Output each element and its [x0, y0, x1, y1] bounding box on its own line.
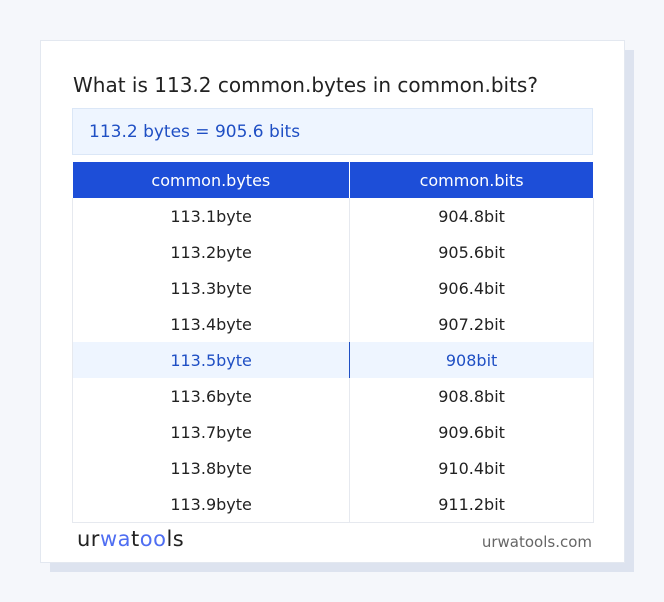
bytes-cell: 113.5byte	[71, 342, 351, 378]
bits-cell: 910.4bit	[349, 450, 594, 486]
bits-cell: 911.2bit	[349, 486, 594, 523]
table-row: 113.6byte 908.8bit	[71, 378, 594, 414]
table-row: 113.2byte 905.6bit	[71, 234, 594, 270]
table-row: 113.3byte 906.4bit	[71, 270, 594, 306]
column-header-bits: common.bits	[349, 162, 594, 198]
bytes-cell: 113.4byte	[71, 306, 351, 342]
table-row: 113.9byte 911.2bit	[71, 486, 594, 523]
table-row: 113.1byte 904.8bit	[71, 198, 594, 234]
converter-card: What is 113.2 common.bytes in common.bit…	[40, 40, 625, 563]
page-title: What is 113.2 common.bytes in common.bit…	[73, 73, 538, 97]
column-header-bytes: common.bytes	[72, 162, 351, 198]
table-row: 113.4byte 907.2bit	[71, 306, 594, 342]
site-domain[interactable]: urwatools.com	[481, 533, 592, 551]
bits-cell: 906.4bit	[349, 270, 594, 306]
urwatools-logo[interactable]: urwatools	[77, 527, 185, 551]
conversion-table: common.bytes common.bits 113.1byte 904.8b…	[71, 162, 594, 523]
bits-cell: 908bit	[349, 342, 594, 378]
bits-cell: 905.6bit	[349, 234, 594, 270]
bits-cell: 908.8bit	[349, 378, 594, 414]
table-row: 113.8byte 910.4bit	[71, 450, 594, 486]
table-row: 113.5byte 908bit	[71, 342, 594, 378]
result-box: 113.2 bytes = 905.6 bits	[72, 108, 593, 155]
bits-cell: 909.6bit	[349, 414, 594, 450]
bits-cell: 904.8bit	[349, 198, 594, 234]
bytes-cell: 113.1byte	[71, 198, 351, 234]
bits-cell: 907.2bit	[349, 306, 594, 342]
bytes-cell: 113.7byte	[71, 414, 351, 450]
bytes-cell: 113.8byte	[71, 450, 351, 486]
bytes-cell: 113.2byte	[71, 234, 351, 270]
table-row: 113.7byte 909.6bit	[71, 414, 594, 450]
bytes-cell: 113.9byte	[71, 486, 351, 523]
bytes-cell: 113.6byte	[71, 378, 351, 414]
bytes-cell: 113.3byte	[71, 270, 351, 306]
